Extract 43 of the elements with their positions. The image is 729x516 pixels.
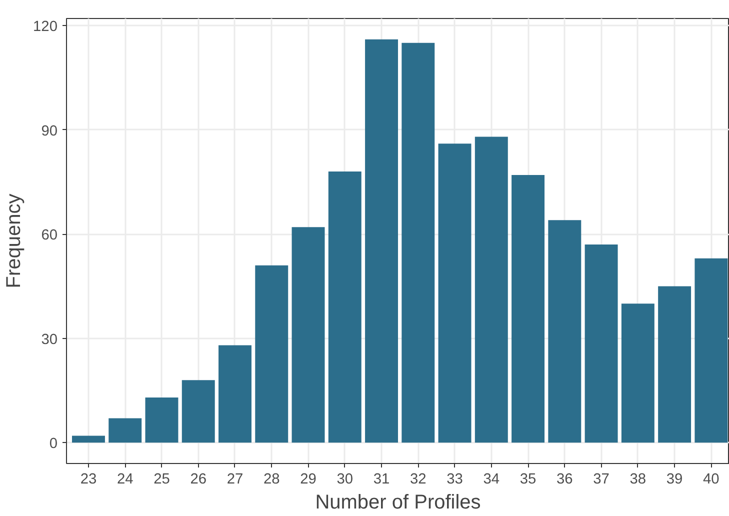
x-tick-label: 32 xyxy=(410,472,426,488)
y-tick-label: 90 xyxy=(41,123,58,140)
y-tick-label: 120 xyxy=(33,18,58,35)
bar xyxy=(584,244,618,443)
bar xyxy=(694,258,728,443)
bar xyxy=(474,136,508,443)
x-tick-label: 27 xyxy=(226,472,244,488)
bar xyxy=(72,436,105,443)
x-tick-label: 30 xyxy=(336,472,354,488)
bar xyxy=(108,418,142,443)
bar xyxy=(328,171,362,443)
bar xyxy=(292,227,325,443)
bar xyxy=(365,39,398,443)
x-tick-label: 25 xyxy=(154,472,170,488)
x-tick-label: 39 xyxy=(666,472,683,488)
bar xyxy=(512,174,545,443)
x-tick-label: 29 xyxy=(300,472,316,488)
x-tick-label: 35 xyxy=(520,472,536,488)
bar xyxy=(548,220,582,443)
y-axis-title: Frequency xyxy=(3,194,26,288)
bar xyxy=(145,397,178,443)
bar xyxy=(402,42,435,443)
x-tick-label: 26 xyxy=(190,472,207,488)
y-tick-label: 30 xyxy=(41,332,58,348)
x-tick-label: 40 xyxy=(703,472,720,488)
x-tick-label: 24 xyxy=(116,472,134,488)
y-tick-label: 0 xyxy=(49,436,58,452)
x-tick-label: 38 xyxy=(630,472,646,488)
x-tick-label: 37 xyxy=(593,472,610,488)
x-axis-title: Number of Profiles xyxy=(315,492,481,514)
x-tick-label: 28 xyxy=(263,472,280,488)
bar xyxy=(658,286,692,443)
x-tick-label: 36 xyxy=(556,472,573,488)
bar xyxy=(255,265,288,443)
bar xyxy=(621,304,654,443)
x-tick-label: 33 xyxy=(446,472,463,488)
bar xyxy=(218,345,252,443)
bar xyxy=(438,144,472,443)
x-tick-label: 34 xyxy=(483,472,500,488)
x-tick-label: 31 xyxy=(373,472,390,488)
bar xyxy=(182,380,215,443)
x-tick-label: 23 xyxy=(80,472,97,488)
y-tick-label: 60 xyxy=(41,228,58,244)
